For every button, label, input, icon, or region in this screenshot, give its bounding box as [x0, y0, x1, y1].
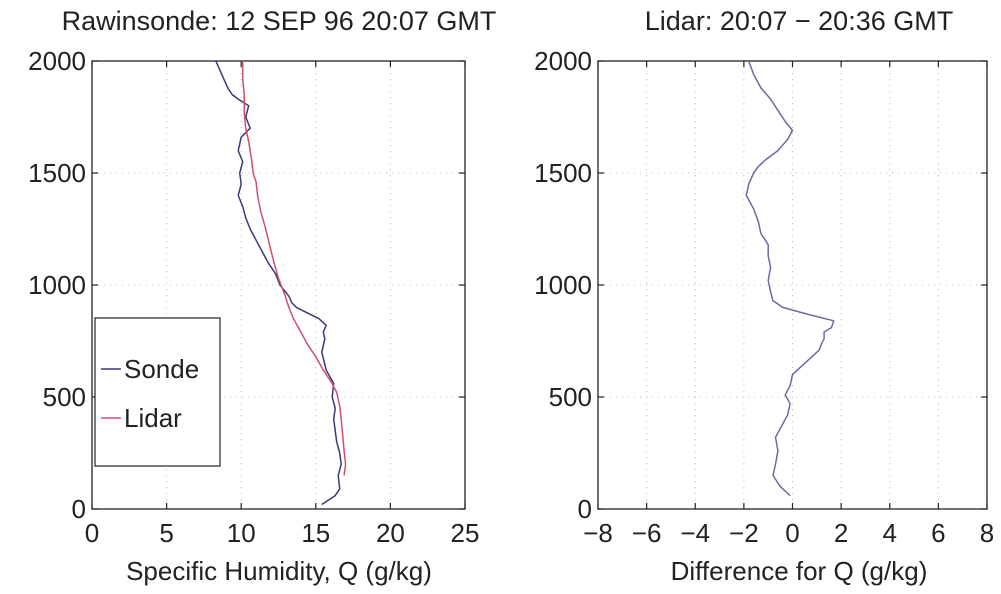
x-ticks: 0 5 10 15 20 25	[85, 61, 480, 548]
x-tick-label: −8	[583, 518, 613, 548]
y-tick-label: 0	[578, 494, 592, 524]
x-tick-label: 4	[883, 518, 897, 548]
series-line-lidar	[241, 61, 347, 476]
difference-chart: Lidar: 20:07 − 20:36 GMT −8 −6 −4 −2 0 2 4 6 8 0…	[534, 6, 994, 586]
x-tick-label: −6	[632, 518, 662, 548]
y-tick-label: 0	[72, 494, 86, 524]
series-line-difference	[745, 60, 835, 497]
x-tick-label: −2	[729, 518, 759, 548]
series-line-sonde	[215, 60, 342, 506]
legend: Sonde Lidar	[94, 317, 221, 467]
y-ticks: 0 500 1000 1500 2000	[534, 46, 987, 524]
y-tick-label: 500	[43, 382, 86, 412]
legend-label-sonde: Sonde	[124, 354, 199, 384]
y-tick-label: 2000	[534, 46, 592, 76]
y-tick-label: 500	[549, 382, 592, 412]
y-tick-label: 2000	[28, 46, 86, 76]
legend-box	[94, 317, 221, 467]
series-group	[215, 60, 347, 506]
x-tick-label: 0	[85, 518, 99, 548]
x-tick-label: 0	[785, 518, 799, 548]
y-tick-label: 1000	[28, 270, 86, 300]
x-tick-label: 8	[980, 518, 994, 548]
y-ticks: 0 500 1000 1500 2000	[28, 46, 465, 524]
x-axis-label: Difference for Q (g/kg)	[671, 556, 928, 586]
x-tick-label: 2	[834, 518, 848, 548]
y-tick-label: 1500	[28, 158, 86, 188]
x-ticks: −8 −6 −4 −2 0 2 4 6 8	[583, 61, 994, 548]
x-tick-label: 20	[376, 518, 405, 548]
grid	[598, 61, 987, 509]
x-tick-label: 6	[931, 518, 945, 548]
humidity-chart: Rawinsonde: 12 SEP 96 20:07 GMT 0 5 10 15 20…	[28, 6, 496, 586]
x-tick-label: 5	[159, 518, 173, 548]
x-tick-label: 10	[227, 518, 256, 548]
legend-label-lidar: Lidar	[124, 403, 182, 433]
x-axis-label: Specific Humidity, Q (g/kg)	[126, 556, 432, 586]
x-tick-label: 15	[301, 518, 330, 548]
y-tick-label: 1500	[534, 158, 592, 188]
chart-title: Lidar: 20:07 − 20:36 GMT	[645, 6, 953, 36]
grid	[92, 61, 465, 509]
chart-title: Rawinsonde: 12 SEP 96 20:07 GMT	[62, 6, 497, 36]
y-tick-label: 1000	[534, 270, 592, 300]
series-group	[745, 60, 835, 497]
x-tick-label: −4	[680, 518, 710, 548]
x-tick-label: 25	[451, 518, 480, 548]
